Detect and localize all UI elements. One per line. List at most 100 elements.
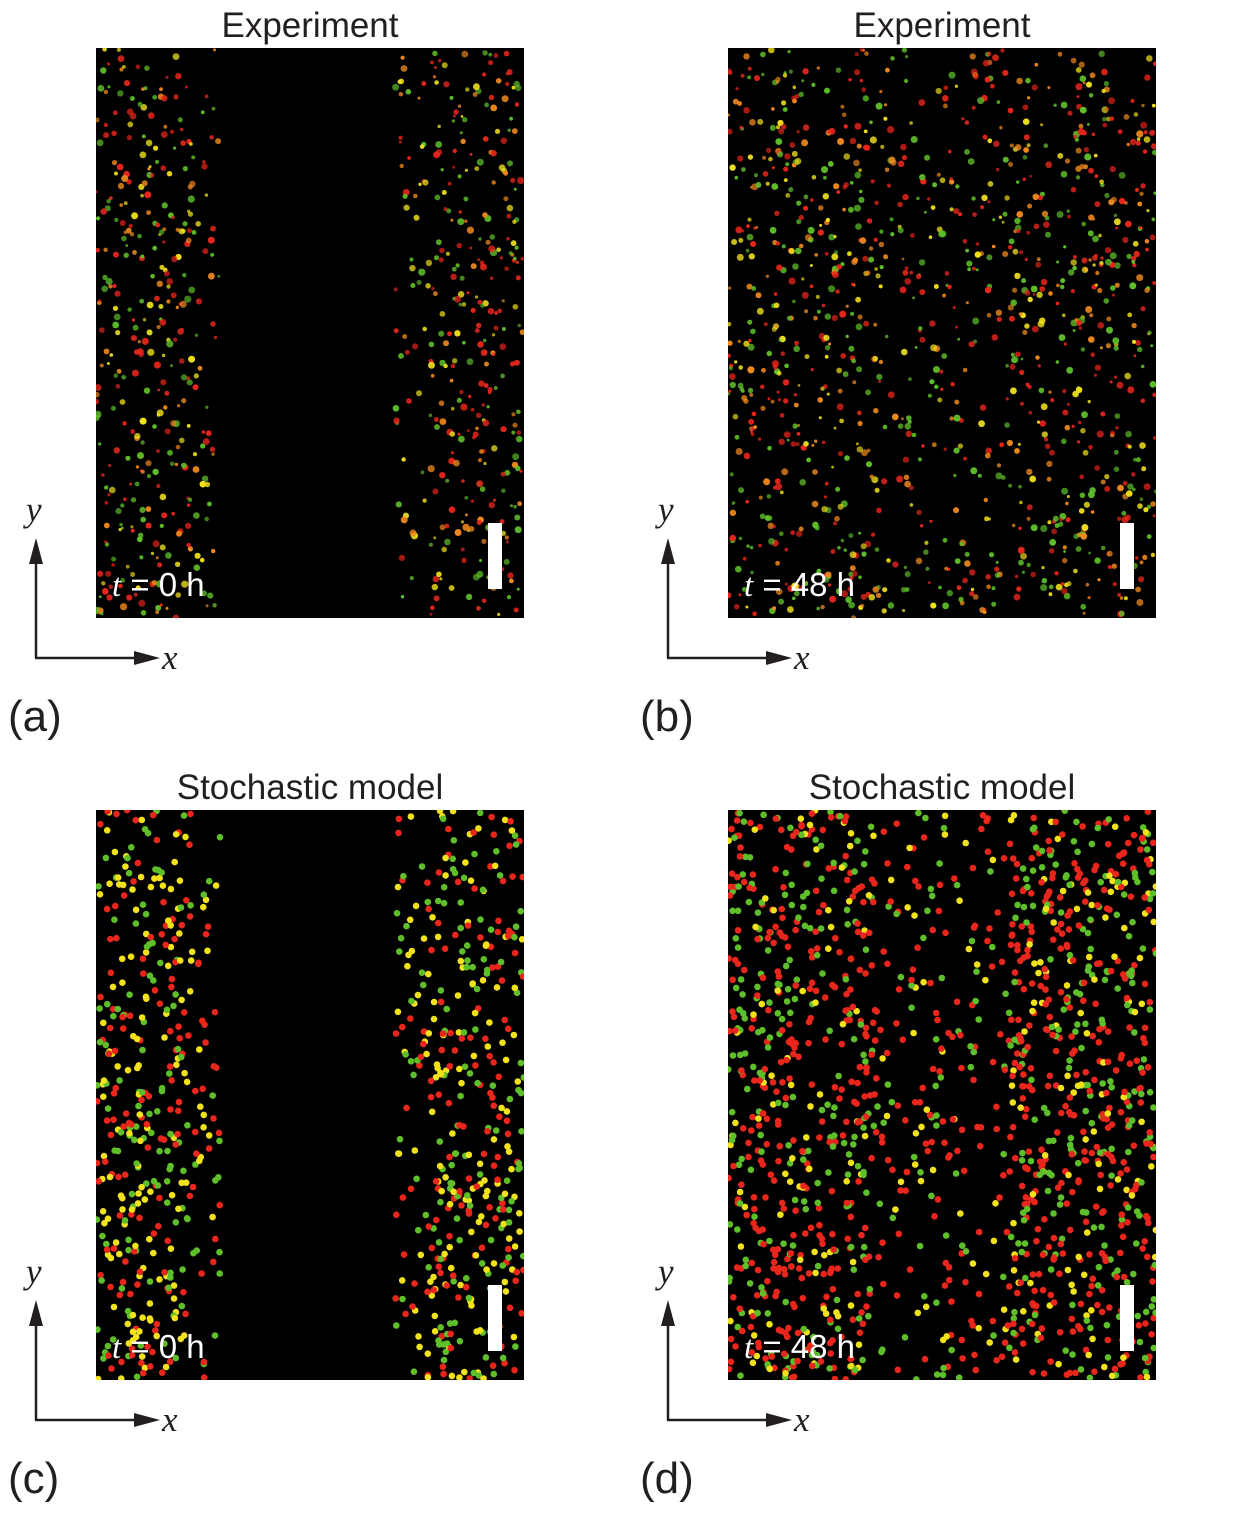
cell-dot (730, 1013, 738, 1021)
cell-dot (455, 1029, 463, 1036)
cell-dot (494, 928, 502, 936)
cell-dot (499, 343, 507, 351)
cell-dot (811, 1248, 818, 1256)
cell-dot (728, 1141, 734, 1149)
cell-dot (783, 398, 789, 404)
cell-dot (125, 244, 129, 247)
cell-dot (407, 1015, 414, 1022)
cell-dot (211, 1008, 219, 1016)
cell-dot (1087, 1324, 1094, 1332)
cell-dot (482, 419, 490, 427)
cell-dot (990, 1237, 998, 1245)
cell-dot (159, 319, 167, 326)
cell-dot (415, 1226, 422, 1234)
cell-dot (480, 956, 488, 963)
cell-dot (1145, 906, 1153, 914)
cell-dot (512, 1277, 519, 1285)
cell-dot (441, 190, 447, 195)
cell-dot (790, 1362, 797, 1370)
cell-dot (160, 165, 167, 171)
time-value: = 0 h (130, 566, 205, 603)
cell-dot (923, 549, 929, 555)
cell-dot (156, 1147, 163, 1155)
cell-dot (1118, 172, 1126, 179)
cell-dot (839, 310, 847, 318)
cell-dot (111, 848, 119, 856)
cell-dot (870, 832, 877, 840)
cell-dot (1085, 953, 1093, 961)
cell-dot (102, 1041, 110, 1049)
cell-dot (837, 503, 844, 510)
cell-dot (998, 215, 1003, 219)
cell-dot (866, 929, 873, 937)
cell-dot (488, 94, 495, 101)
cell-dot (854, 69, 861, 76)
cell-dot (1000, 1273, 1007, 1281)
cell-dot (969, 864, 977, 872)
cell-dot (1019, 1209, 1027, 1216)
cell-dot (856, 1063, 864, 1071)
cell-dot (854, 1290, 861, 1298)
cell-dot (1038, 387, 1045, 394)
cell-dot (740, 818, 748, 825)
cell-dot (156, 409, 164, 417)
cell-dot (419, 144, 425, 149)
cell-dot (778, 826, 785, 834)
cell-dot (468, 526, 475, 532)
cell-dot (989, 1058, 997, 1066)
cell-dot (146, 1235, 153, 1243)
cell-dot (481, 598, 487, 604)
cell-dot (504, 469, 511, 476)
cell-dot (412, 902, 420, 910)
cell-dot (762, 155, 767, 160)
cell-dot (775, 1326, 783, 1334)
cell-dot (470, 1369, 478, 1377)
cell-dot (1027, 203, 1033, 209)
cell-dot (859, 78, 863, 83)
cell-dot (1047, 1358, 1054, 1365)
cell-dot (775, 1099, 782, 1107)
cell-dot (746, 1280, 754, 1287)
cell-dot (989, 943, 996, 951)
cell-dot (969, 1260, 977, 1267)
cell-dot (901, 155, 908, 161)
cell-dot (1040, 278, 1048, 286)
cell-dot (432, 488, 439, 495)
cell-dot (469, 980, 477, 987)
cell-dot (132, 250, 137, 255)
cell-dot (159, 544, 166, 551)
cell-dot (112, 1084, 119, 1092)
cell-dot (817, 397, 823, 403)
cell-dot (943, 103, 948, 109)
cell-dot (199, 1085, 206, 1093)
time-value: = 48 h (762, 566, 856, 603)
cell-dot (454, 330, 461, 337)
cell-dot (807, 948, 815, 955)
cell-dot (186, 913, 194, 920)
cell-dot (512, 1343, 519, 1350)
cell-dot (959, 1355, 966, 1362)
cell-dot (1152, 950, 1156, 957)
cell-dot (216, 1270, 223, 1277)
cell-dot (482, 1221, 490, 1229)
cell-dot (764, 934, 772, 942)
cell-dot (1007, 816, 1015, 824)
cell-dot (1144, 810, 1152, 815)
cell-dot (984, 848, 992, 855)
cell-dot (147, 112, 155, 119)
cell-dot (1029, 1007, 1036, 1015)
cell-dot (1005, 397, 1009, 401)
cell-dot (884, 167, 890, 172)
cell-dot (929, 379, 935, 385)
cell-dot (447, 181, 452, 186)
cell-dot (735, 87, 739, 91)
cell-dot (779, 413, 785, 418)
cell-dot (452, 1150, 460, 1157)
cell-dot (741, 966, 748, 974)
cell-dot (968, 1317, 975, 1325)
cell-dot (847, 586, 852, 592)
cell-dot (1150, 918, 1156, 926)
cell-dot (399, 1194, 407, 1201)
cell-dot (1113, 213, 1118, 218)
cell-dot (174, 1130, 181, 1138)
